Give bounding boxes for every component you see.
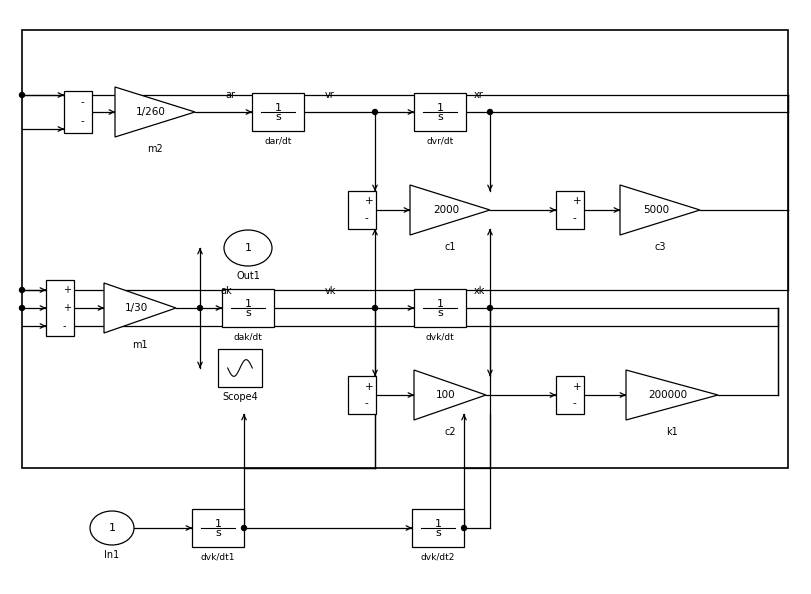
Polygon shape [410,185,489,235]
Text: s: s [215,528,221,538]
Text: dvr/dt: dvr/dt [426,136,453,145]
Polygon shape [115,87,195,137]
Text: 1: 1 [434,519,441,529]
Bar [251,93,303,131]
Text: -: - [63,321,67,331]
Polygon shape [620,185,699,235]
Text: +: + [63,303,71,313]
Ellipse shape [224,230,272,266]
Text: 1: 1 [244,299,251,309]
Circle shape [372,109,377,115]
Text: s: s [245,308,251,318]
Bar [22,30,787,468]
Text: 100: 100 [436,390,455,400]
Text: -: - [573,399,576,409]
Text: In1: In1 [105,550,119,560]
Text: 1/260: 1/260 [136,107,165,117]
Text: -: - [365,213,368,223]
Bar [411,509,463,547]
Text: -: - [573,213,576,223]
Text: k1: k1 [665,427,677,437]
Text: c2: c2 [444,427,455,437]
Bar [348,191,375,229]
Circle shape [372,305,377,311]
Text: -: - [365,399,368,409]
Text: s: s [275,112,281,122]
Bar [414,93,466,131]
Circle shape [241,526,247,530]
Text: s: s [436,308,442,318]
Text: c3: c3 [654,242,665,252]
Text: dvk/dt1: dvk/dt1 [200,552,235,561]
Text: s: s [436,112,442,122]
Text: vk: vk [324,286,336,296]
Bar [217,349,262,387]
Text: +: + [365,381,373,391]
Text: vr: vr [324,90,334,100]
Text: ar: ar [225,90,234,100]
Text: 1/30: 1/30 [124,303,148,313]
Text: c1: c1 [444,242,455,252]
Text: 5000: 5000 [642,205,668,215]
Text: Out1: Out1 [236,271,260,281]
Text: m1: m1 [132,340,148,350]
Text: +: + [365,197,373,207]
Text: 1: 1 [109,523,115,533]
Text: dvk/dt: dvk/dt [425,332,454,341]
Text: 1: 1 [436,103,443,113]
Circle shape [19,93,24,97]
Bar [556,191,583,229]
Bar [64,91,92,133]
Text: m2: m2 [147,144,163,154]
Bar [348,376,375,414]
Text: xr: xr [474,90,483,100]
Bar [221,289,273,327]
Text: 200000: 200000 [648,390,687,400]
Polygon shape [625,370,717,420]
Bar [46,280,74,336]
Polygon shape [414,370,486,420]
Bar [414,289,466,327]
Circle shape [487,109,492,115]
Text: dvk/dt2: dvk/dt2 [420,552,455,561]
Bar [556,376,583,414]
Text: dar/dt: dar/dt [264,136,291,145]
Circle shape [487,305,492,311]
Text: +: + [573,381,581,391]
Circle shape [461,526,466,530]
Text: 1: 1 [274,103,281,113]
Text: Scope4: Scope4 [222,392,258,402]
Text: 1: 1 [214,519,221,529]
Circle shape [19,287,24,292]
Text: -: - [81,116,84,127]
Text: s: s [435,528,440,538]
Text: ak: ak [220,286,231,296]
Circle shape [197,305,202,311]
Bar [191,509,243,547]
Text: xk: xk [474,286,485,296]
Text: +: + [573,197,581,207]
Text: 1: 1 [244,243,251,253]
Text: 2000: 2000 [432,205,458,215]
Circle shape [19,305,24,311]
Text: +: + [63,285,71,295]
Text: 1: 1 [436,299,443,309]
Text: dak/dt: dak/dt [234,332,262,341]
Polygon shape [104,283,176,333]
Ellipse shape [90,511,134,545]
Text: -: - [81,97,84,108]
